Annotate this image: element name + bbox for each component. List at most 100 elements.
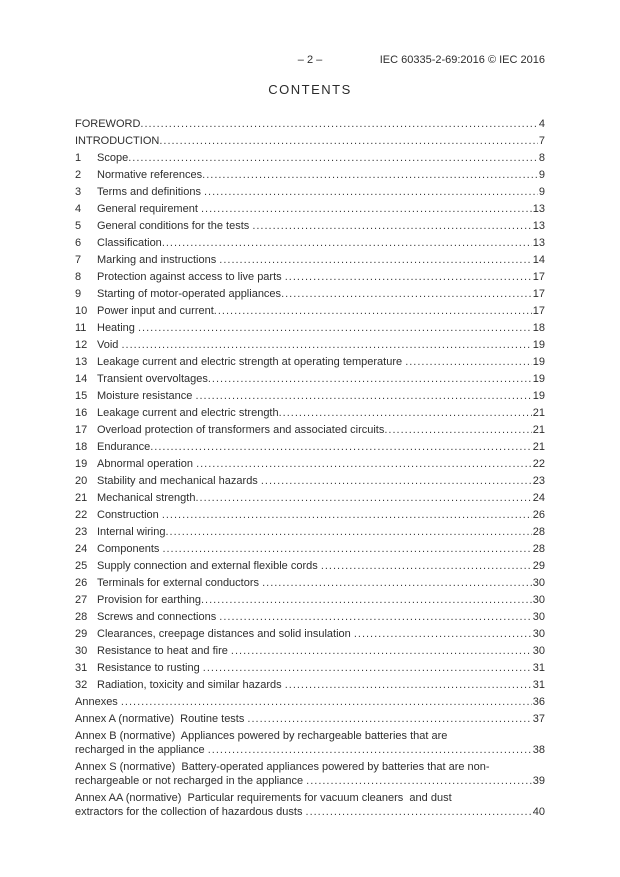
toc-entry-title: Construction (97, 509, 162, 521)
page-number-marker: – 2 – (297, 54, 323, 66)
toc-entry: 29 Clearances, creepage distances and so… (75, 627, 545, 641)
toc-dot-leader (202, 168, 538, 182)
toc-entry-row: 2 Normative references 9 (75, 168, 545, 182)
toc-entry-title: Void (97, 339, 122, 351)
toc-entry-number: 23 (75, 526, 88, 538)
toc-entry-title: Clearances, creepage distances and solid… (97, 628, 354, 640)
toc-entry-title: Terms and definitions (97, 186, 204, 198)
toc-entry: Annex S (normative) Battery-operated app… (75, 760, 545, 788)
toc-dot-leader (285, 678, 532, 692)
toc-entry-number: 25 (75, 560, 88, 572)
toc-entry-page: 9 (538, 169, 545, 181)
toc-entry-row: 1 Scope 8 (75, 151, 545, 165)
toc-entry-number: 13 (75, 356, 88, 368)
toc-entry-title: FOREWORD (75, 118, 141, 130)
toc-entry: 14 Transient overvoltages 19 (75, 372, 545, 386)
toc-entry-page: 18 (532, 322, 545, 334)
toc-entry-page: 9 (538, 186, 545, 198)
toc-entry-title: Resistance to rusting (97, 662, 203, 674)
toc-entry-title: Leakage current and electric strength at… (97, 356, 406, 368)
toc-entry-row: 18 Endurance 21 (75, 440, 545, 454)
toc-entry-row: 4 General requirement 13 (75, 202, 545, 216)
toc-entry-page: 17 (532, 288, 545, 300)
toc-entry-number: 22 (75, 509, 88, 521)
toc-entry: 2 Normative references 9 (75, 168, 545, 182)
toc-dot-leader (247, 712, 531, 726)
toc-entry-page: 21 (532, 424, 545, 436)
toc-entry-page: 39 (532, 775, 545, 787)
toc-entry-page: 24 (532, 492, 545, 504)
toc-entry: FOREWORD 4 (75, 117, 545, 131)
toc-entry-row: 14 Transient overvoltages 19 (75, 372, 545, 386)
toc-entry: 16 Leakage current and electric strength… (75, 406, 545, 420)
toc-dot-leader (138, 321, 532, 335)
toc-entry-title: Overload protection of transformers and … (97, 424, 385, 436)
toc-entry: 15 Moisture resistance 19 (75, 389, 545, 403)
toc-dot-leader (306, 805, 532, 819)
toc-dot-leader (162, 542, 531, 556)
toc-entry-number: 21 (75, 492, 88, 504)
toc-entry-page: 21 (532, 407, 545, 419)
toc-entry: 19 Abnormal operation 22 (75, 457, 545, 471)
toc-entry-number: 1 (75, 152, 82, 164)
toc-entry-first-line: Annex AA (normative) Particular requirem… (75, 792, 452, 804)
toc-entry-page: 30 (532, 628, 545, 640)
toc-entry: 1 Scope 8 (75, 151, 545, 165)
toc-entry-row: INTRODUCTION 7 (75, 134, 545, 148)
toc-entry-row: 12 Void 19 (75, 338, 545, 352)
toc-entry: 32 Radiation, toxicity and similar hazar… (75, 678, 545, 692)
toc-entry-row: rechargeable or not recharged in the app… (75, 774, 545, 788)
toc-entry-title: Transient overvoltages (97, 373, 208, 385)
toc-entry-page: 36 (532, 696, 545, 708)
toc-entry: 27 Provision for earthing 30 (75, 593, 545, 607)
toc-entry-row: 5 General conditions for the tests 13 (75, 219, 545, 233)
toc-entry: 11 Heating 18 (75, 321, 545, 335)
toc-entry-row: FOREWORD 4 (75, 117, 545, 131)
toc-entry-number: 10 (75, 305, 88, 317)
toc-entry-number: 9 (75, 288, 82, 300)
toc-entry: Annexes 36 (75, 695, 545, 709)
toc-entry: 4 General requirement 13 (75, 202, 545, 216)
toc-entry-row: 15 Moisture resistance 19 (75, 389, 545, 403)
toc-entry-number: 15 (75, 390, 88, 402)
toc-entry: 10 Power input and current 17 (75, 304, 545, 318)
toc-entry: 8 Protection against access to live part… (75, 270, 545, 284)
toc-entry: 7 Marking and instructions 14 (75, 253, 545, 267)
toc-entry: 18 Endurance 21 (75, 440, 545, 454)
toc-entry-page: 21 (532, 441, 545, 453)
toc-entry-row: 17 Overload protection of transformers a… (75, 423, 545, 437)
toc-entry-row: 13 Leakage current and electric strength… (75, 355, 545, 369)
toc-entry-page: 30 (532, 577, 545, 589)
toc-entry-page: 31 (532, 662, 545, 674)
toc-entry-page: 19 (532, 356, 545, 368)
toc-entry-number: 6 (75, 237, 82, 249)
toc-entry-page: 26 (532, 509, 545, 521)
toc-entry-row: 10 Power input and current 17 (75, 304, 545, 318)
toc-entry: 31 Resistance to rusting 31 (75, 661, 545, 675)
toc-dot-leader (384, 423, 531, 437)
toc-entry-page: 13 (532, 220, 545, 232)
toc-entry-number: 14 (75, 373, 88, 385)
toc-entry-number: 11 (75, 322, 87, 334)
toc-entry-title: Classification (97, 237, 162, 249)
toc-entry-number: 2 (75, 169, 82, 181)
toc-entry-row: 29 Clearances, creepage distances and so… (75, 627, 545, 641)
toc-dot-leader (321, 559, 532, 573)
toc-dot-leader (201, 593, 532, 607)
toc-entry-number: 5 (75, 220, 82, 232)
toc-entry-number: 29 (75, 628, 88, 640)
toc-entry-row: 7 Marking and instructions 14 (75, 253, 545, 267)
toc-entry-title: Supply connection and external flexible … (97, 560, 321, 572)
toc-entry-row: 23 Internal wiring 28 (75, 525, 545, 539)
contents-title: CONTENTS (268, 82, 352, 97)
toc-entry: 20 Stability and mechanical hazards 23 (75, 474, 545, 488)
toc-entry-number: 19 (75, 458, 88, 470)
toc-entry-title: Heating (97, 322, 138, 334)
toc-entry-title: recharged in the appliance (75, 744, 208, 756)
toc-entry-number: 16 (75, 407, 88, 419)
toc-dot-leader (201, 202, 532, 216)
toc-entry-title: extractors for the collection of hazardo… (75, 806, 306, 818)
toc-entry-page: 29 (532, 560, 545, 572)
toc-entry: INTRODUCTION 7 (75, 134, 545, 148)
toc-entry-title: Scope (97, 152, 129, 164)
